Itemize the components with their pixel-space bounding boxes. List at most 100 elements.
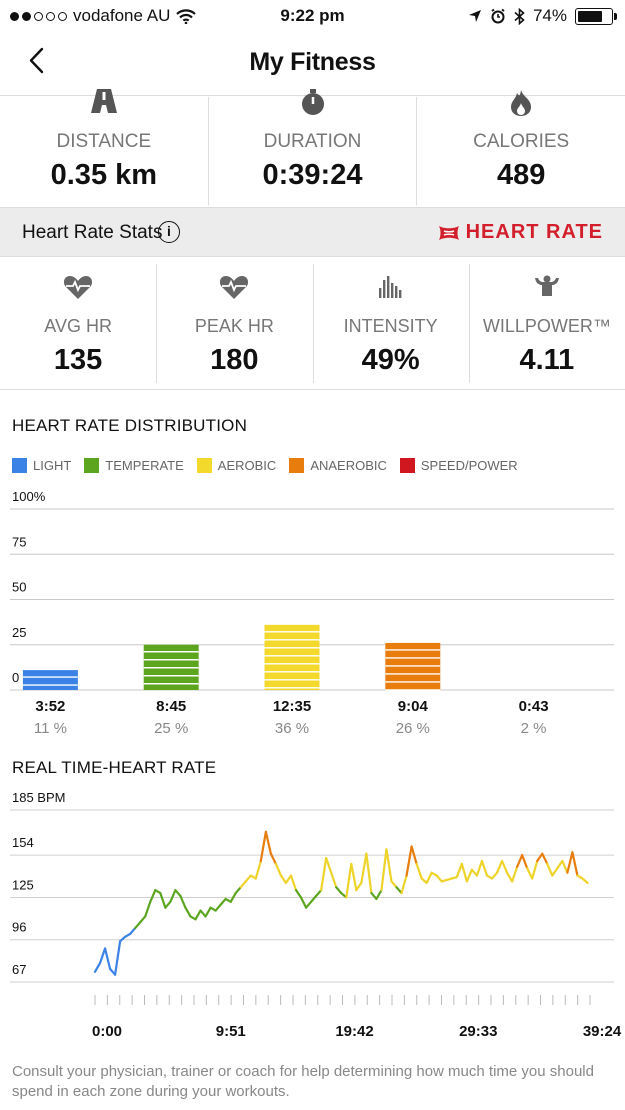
- line-segment: [264, 830, 272, 855]
- distribution-title: HEART RATE DISTRIBUTION: [12, 416, 248, 435]
- y-tick-label: 125: [12, 877, 34, 892]
- stat-label: AVG HR: [44, 316, 112, 336]
- bar-time-label: 3:52: [35, 698, 65, 715]
- line-segment: [465, 868, 474, 883]
- location-arrow-icon: [468, 10, 481, 22]
- line-segment: [480, 859, 489, 877]
- back-button[interactable]: [22, 44, 56, 78]
- bar-percent-label: 11 %: [34, 720, 67, 737]
- info-icon[interactable]: i: [158, 221, 180, 243]
- page-title: My Fitness: [249, 48, 376, 76]
- bar-time-label: 12:35: [273, 698, 311, 715]
- line-segment: [385, 848, 393, 883]
- line-segment: [229, 891, 237, 903]
- legend-swatch: [196, 458, 212, 473]
- bar-percent-label: 36 %: [275, 720, 309, 737]
- stopwatch-icon: [301, 89, 324, 115]
- line-segment: [234, 886, 242, 895]
- legend-label: SPEED/POWER: [420, 458, 518, 473]
- battery-icon: [575, 7, 617, 25]
- status-bar: vodafone AU 9:22 pm 74%: [0, 0, 625, 34]
- bar: [22, 670, 78, 690]
- line-segment: [284, 874, 293, 884]
- line-segment: [511, 865, 519, 883]
- line-segment: [360, 852, 368, 884]
- y-tick-label: 50: [12, 580, 26, 595]
- line-segment: [571, 851, 579, 877]
- brand-logo: HEART RATE: [437, 221, 603, 244]
- bar-time-label: 8:45: [156, 698, 186, 715]
- legend-item-light: LIGHT: [12, 458, 71, 473]
- line-segment: [174, 889, 182, 898]
- line-segment: [199, 909, 207, 918]
- signal-strength-icon: [10, 11, 67, 21]
- line-segment: [194, 909, 202, 921]
- line-segment: [470, 868, 479, 877]
- line-segment: [164, 900, 172, 909]
- line-segment: [320, 857, 328, 892]
- line-segment: [566, 851, 574, 874]
- heart-rate-line: [93, 830, 589, 976]
- y-tick-label: 75: [12, 534, 26, 549]
- line-segment: [134, 921, 142, 930]
- line-segment: [244, 874, 252, 883]
- battery-percent: 74%: [532, 6, 567, 25]
- distribution-chart: 100% 75 50 25 0 3:52 11 % 8:45 25 % 12:35 36 % 9:04…: [10, 489, 614, 737]
- x-tick-label: 29:33: [459, 1023, 497, 1040]
- line-segment: [415, 862, 423, 880]
- line-segment: [536, 852, 544, 863]
- line-segment: [309, 894, 318, 903]
- bar: [264, 624, 320, 690]
- summary-label: CALORIES: [473, 131, 570, 152]
- realtime-heart-rate-chart: 185 BPM 154 125 96 67 0:00 9:51 19:42 29:33 39:24: [10, 790, 622, 1040]
- y-tick-label: 0: [12, 670, 19, 685]
- stat-value: 180: [210, 344, 259, 376]
- line-segment: [159, 891, 167, 909]
- bars-icon: [378, 276, 402, 298]
- line-segment: [304, 900, 313, 909]
- x-tick-label: 19:42: [335, 1023, 373, 1040]
- legend-swatch: [399, 458, 415, 473]
- line-segment: [490, 871, 499, 880]
- bluetooth-icon: [514, 7, 525, 25]
- realtime-title: REAL TIME-HEART RATE: [12, 758, 217, 777]
- brand-text: HEART RATE: [465, 221, 603, 243]
- wifi-icon: [176, 9, 197, 24]
- legend-swatch: [289, 458, 305, 473]
- x-tick-label: 0:00: [92, 1023, 122, 1040]
- line-segment: [526, 867, 534, 880]
- line-segment: [325, 857, 333, 874]
- line-segment: [365, 852, 373, 895]
- line-segment: [98, 947, 107, 965]
- line-segment: [400, 874, 408, 895]
- line-segment: [505, 871, 514, 883]
- line-segment: [531, 859, 539, 880]
- line-segment: [184, 906, 192, 918]
- line-segment: [169, 889, 177, 903]
- heart-pulse-icon: [64, 276, 93, 299]
- chevron-left-icon: [29, 47, 44, 74]
- line-segment: [375, 889, 383, 901]
- line-segment: [455, 862, 463, 879]
- chart-legend: LIGHT TEMPERATE AEROBIC ANAEROBIC SPEED/…: [12, 458, 524, 473]
- status-time: 9:22 pm: [280, 6, 345, 25]
- carrier-name: vodafone AU: [73, 6, 171, 25]
- line-segment: [581, 877, 589, 884]
- legend-item-aerobic: AEROBIC: [196, 458, 276, 473]
- line-segment: [299, 896, 308, 909]
- line-segment: [516, 854, 524, 868]
- x-tick-label: 39:24: [583, 1023, 622, 1040]
- line-segment: [149, 889, 157, 903]
- line-segment: [541, 852, 549, 866]
- bar: [385, 642, 441, 691]
- line-segment: [139, 915, 147, 924]
- line-segment: [495, 859, 504, 874]
- legend-swatch: [12, 458, 27, 473]
- stat-value: 49%: [361, 344, 420, 376]
- summary-label: DISTANCE: [56, 131, 152, 152]
- legend-item-speed-power: SPEED/POWER: [399, 458, 518, 473]
- line-segment: [546, 862, 554, 877]
- stat-label: INTENSITY: [343, 316, 438, 336]
- line-segment: [390, 880, 398, 889]
- line-segment: [345, 862, 353, 899]
